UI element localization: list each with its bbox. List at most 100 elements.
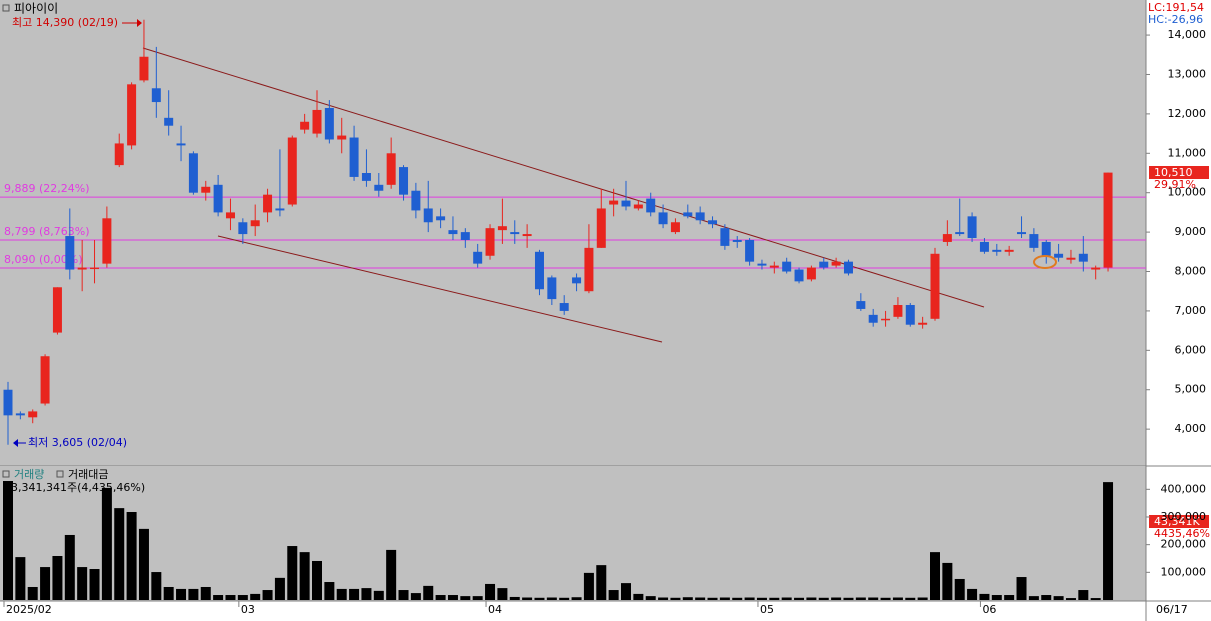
candle-body bbox=[534, 251, 544, 290]
volume-bar bbox=[855, 597, 866, 600]
candle-body bbox=[176, 143, 186, 146]
volume-bar bbox=[447, 595, 458, 600]
y-tick-label: 10,000 bbox=[1168, 186, 1207, 199]
candle-body bbox=[164, 117, 174, 126]
volume-bar bbox=[794, 597, 805, 600]
candle-body bbox=[436, 216, 446, 221]
trend-line bbox=[142, 47, 985, 308]
candle-body bbox=[955, 232, 965, 235]
candle-body bbox=[361, 172, 371, 181]
volume-bar bbox=[336, 588, 347, 600]
candle-body bbox=[559, 303, 569, 311]
volume-bar bbox=[843, 597, 854, 600]
candle-body bbox=[151, 88, 161, 103]
x-tick-label: 03 bbox=[241, 603, 255, 616]
volume-bar bbox=[398, 590, 409, 600]
volume-bar bbox=[991, 595, 1002, 600]
highlight-ellipse bbox=[1033, 255, 1057, 269]
y-tick-label: 5,000 bbox=[1175, 383, 1207, 396]
volume-bar bbox=[1004, 595, 1015, 600]
candle-body bbox=[15, 413, 25, 416]
level-label: 9,889 (22,24%) bbox=[4, 182, 90, 195]
x-tick-label: 04 bbox=[488, 603, 502, 616]
volume-bar bbox=[806, 597, 817, 600]
volume-bar bbox=[781, 597, 792, 600]
volume-bar bbox=[1078, 590, 1089, 600]
candle-body bbox=[250, 220, 260, 227]
candle-body bbox=[831, 261, 841, 266]
volume-bar bbox=[373, 590, 384, 600]
candle-body bbox=[683, 212, 693, 217]
candle-body bbox=[1004, 249, 1014, 252]
candle-body bbox=[349, 137, 359, 177]
y-tick-label: 6,000 bbox=[1175, 343, 1207, 356]
volume-bar bbox=[237, 595, 248, 600]
candle-body bbox=[1017, 232, 1027, 235]
y-tick-label: 4,000 bbox=[1175, 422, 1207, 435]
candle-body bbox=[28, 411, 38, 418]
candle-body bbox=[473, 251, 483, 264]
volume-bar bbox=[15, 557, 26, 600]
volume-bar bbox=[818, 597, 829, 600]
candle-body bbox=[225, 212, 235, 219]
volume-bar bbox=[769, 597, 780, 600]
volume-bar bbox=[645, 596, 656, 600]
candle-body bbox=[1041, 241, 1051, 256]
candle-body bbox=[720, 228, 730, 246]
volume-tag-change: 4435,46% bbox=[1154, 527, 1210, 540]
volume-bar bbox=[1090, 598, 1101, 600]
volume-bar bbox=[608, 590, 619, 600]
x-tick-label: 05 bbox=[760, 603, 774, 616]
candle-body bbox=[757, 263, 767, 266]
volume-bar bbox=[312, 560, 322, 600]
price-tag-value: 10,510 bbox=[1154, 166, 1193, 179]
y-tick-label: 14,000 bbox=[1168, 28, 1207, 41]
volume-bar bbox=[534, 597, 545, 600]
volume-bar bbox=[77, 567, 88, 600]
volume-bar bbox=[101, 487, 112, 600]
candle-body bbox=[609, 200, 619, 205]
volume-bar bbox=[695, 597, 706, 600]
volume-bar bbox=[954, 578, 965, 600]
volume-bar bbox=[114, 508, 125, 600]
volume-bar bbox=[707, 597, 718, 600]
volume-bar bbox=[831, 597, 842, 600]
value-tab[interactable]: 거래대금 bbox=[68, 468, 108, 481]
candle-body bbox=[745, 239, 755, 262]
candle-body bbox=[621, 200, 631, 207]
candle-body bbox=[1029, 234, 1039, 248]
candle-body bbox=[386, 153, 396, 185]
y-tick-label: 7,000 bbox=[1175, 304, 1207, 317]
volume-bar bbox=[349, 588, 360, 600]
candle-body bbox=[102, 218, 112, 264]
volume-bar bbox=[3, 481, 13, 600]
volume-tab[interactable]: 거래량 bbox=[14, 468, 44, 481]
candle-body bbox=[90, 267, 100, 270]
right-axis bbox=[1146, 0, 1211, 601]
icon bbox=[56, 470, 64, 478]
volume-bar bbox=[583, 572, 594, 600]
candle-body bbox=[423, 208, 433, 223]
volume-bar bbox=[1065, 598, 1076, 600]
volume-tag-value: 43,341K bbox=[1154, 515, 1200, 528]
volume-bar bbox=[126, 512, 137, 600]
volume-bar bbox=[522, 597, 533, 600]
candle-body bbox=[510, 232, 520, 235]
volume-bar bbox=[1016, 577, 1027, 600]
volume-bar bbox=[274, 577, 285, 600]
candle-body bbox=[275, 208, 285, 211]
low-annotation: 최저 3,605 (02/04) bbox=[28, 436, 127, 449]
y2-tick-label: 400,000 bbox=[1161, 482, 1207, 495]
candle-body bbox=[979, 241, 989, 252]
volume-bar bbox=[151, 572, 162, 600]
y2-tick-label: 200,000 bbox=[1161, 538, 1207, 551]
volume-bar bbox=[509, 596, 520, 600]
volume-summary: 43,341,341주(4,435,46%) bbox=[4, 481, 145, 494]
candle-body bbox=[868, 314, 878, 323]
volume-bar bbox=[176, 588, 187, 600]
candle-body bbox=[460, 232, 470, 240]
candle-body bbox=[52, 287, 62, 333]
hc-label: HC:-26,96 bbox=[1148, 13, 1203, 26]
candle-body bbox=[374, 184, 384, 191]
